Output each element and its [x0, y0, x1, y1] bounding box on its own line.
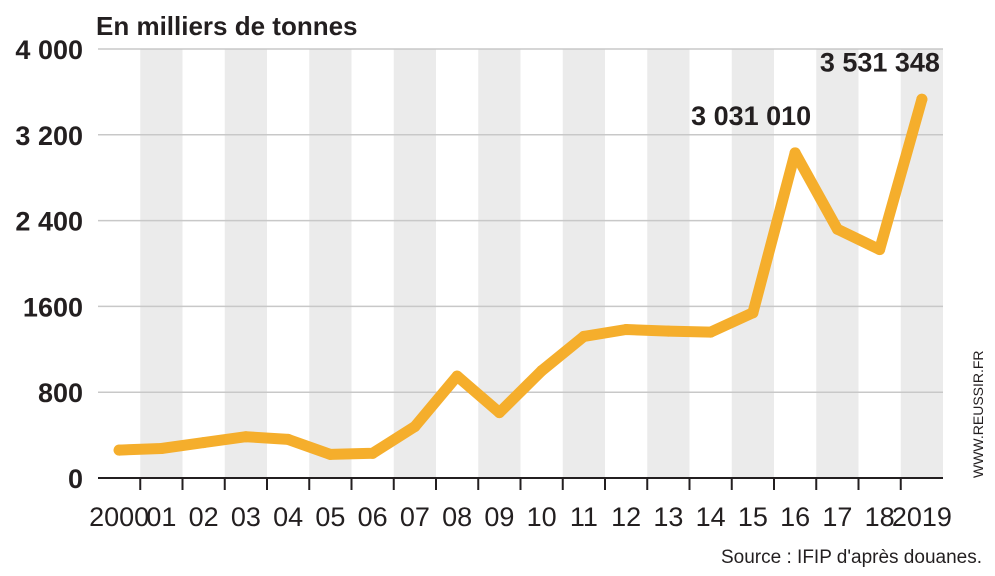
data-point	[874, 244, 886, 256]
chart-title: En milliers de tonnes	[96, 11, 358, 41]
data-point	[916, 93, 928, 105]
background-band	[562, 49, 605, 478]
series-line	[113, 93, 928, 460]
background-band	[816, 49, 859, 478]
data-point	[831, 223, 843, 235]
x-tick-label: 18	[865, 502, 895, 532]
x-tick-label: 04	[273, 502, 303, 532]
data-point	[620, 323, 632, 335]
data-labels: 3 031 010 3 531 348	[691, 47, 940, 131]
x-tick-label: 16	[780, 502, 810, 532]
data-point	[578, 330, 590, 342]
data-point	[324, 448, 336, 460]
y-tick-label: 800	[38, 378, 83, 408]
x-tick-label: 03	[231, 502, 261, 532]
data-point	[705, 326, 717, 338]
x-tick-label: 2019	[892, 502, 952, 532]
y-tick-label: 0	[68, 464, 83, 494]
data-point	[536, 365, 548, 377]
series-group	[113, 93, 928, 460]
x-tick-label: 13	[653, 502, 683, 532]
data-point	[240, 431, 252, 443]
x-tick-label: 01	[146, 502, 176, 532]
data-label: 3 031 010	[691, 101, 811, 131]
x-tick-label: 02	[189, 502, 219, 532]
data-label: 3 531 348	[820, 47, 940, 77]
data-point	[282, 433, 294, 445]
background-band	[647, 49, 690, 478]
source-note: Source : IFIP d'après douanes.	[721, 547, 982, 568]
x-tick-label: 11	[570, 502, 598, 532]
background-band	[140, 49, 183, 478]
data-point	[198, 437, 210, 449]
y-tick-label: 4 000	[15, 35, 83, 65]
x-tick-label: 10	[527, 502, 557, 532]
data-point	[155, 443, 167, 455]
y-tick-label: 2 400	[15, 207, 83, 237]
data-point	[493, 407, 505, 419]
site-credit: WWW.REUSSIR.FR	[970, 350, 986, 478]
x-tick-label: 2000	[89, 502, 149, 532]
x-tick-label: 15	[738, 502, 768, 532]
data-point	[747, 307, 759, 319]
background-band	[224, 49, 267, 478]
chart-background-bands	[140, 49, 943, 478]
data-point	[409, 421, 421, 433]
x-tick-label: 05	[315, 502, 345, 532]
background-band	[900, 49, 943, 478]
y-axis-labels: 0 800 1600 2 400 3 200 4 000	[15, 35, 83, 494]
x-axis-ticks	[139, 478, 902, 490]
data-point	[789, 147, 801, 159]
data-point	[451, 370, 463, 382]
x-tick-label: 09	[484, 502, 514, 532]
data-point	[113, 444, 125, 456]
x-tick-label: 08	[442, 502, 472, 532]
x-tick-label: 12	[611, 502, 641, 532]
x-tick-label: 17	[822, 502, 852, 532]
data-point	[662, 325, 674, 337]
background-band	[309, 49, 352, 478]
x-tick-label: 06	[358, 502, 388, 532]
data-point	[367, 447, 379, 459]
x-tick-label: 07	[400, 502, 430, 532]
x-tick-label: 14	[696, 502, 726, 532]
y-tick-label: 3 200	[15, 121, 83, 151]
y-tick-label: 1600	[23, 292, 83, 322]
